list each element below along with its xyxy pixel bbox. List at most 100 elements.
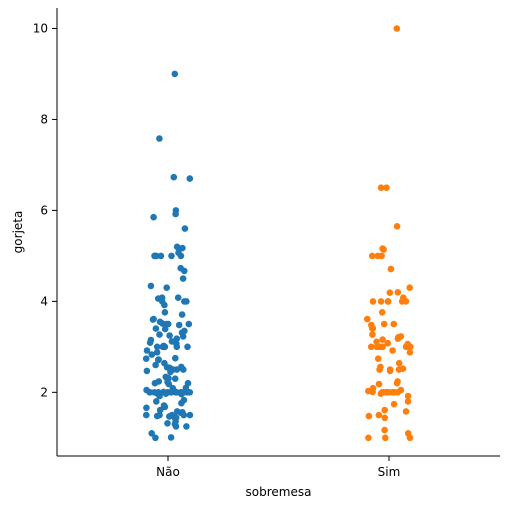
data-point <box>162 390 170 398</box>
data-point <box>147 282 155 290</box>
data-point <box>369 331 376 338</box>
data-point <box>393 25 401 32</box>
data-point <box>386 289 394 297</box>
data-point <box>146 339 154 347</box>
data-point <box>406 434 414 442</box>
data-point <box>180 411 188 419</box>
data-point <box>173 343 181 351</box>
data-point <box>382 389 390 396</box>
data-point <box>172 423 180 430</box>
data-point <box>143 347 151 354</box>
data-point <box>374 343 382 351</box>
data-point <box>407 343 414 351</box>
data-point <box>369 325 376 332</box>
data-point <box>172 354 179 362</box>
data-point <box>380 320 388 328</box>
data-point <box>156 392 163 400</box>
data-point <box>143 411 150 419</box>
data-point <box>365 434 372 442</box>
data-point <box>180 366 187 373</box>
data-point <box>179 333 187 340</box>
data-point <box>157 252 165 260</box>
data-point <box>146 389 154 396</box>
data-point <box>376 366 383 373</box>
data-point <box>384 339 392 347</box>
data-point <box>369 388 377 396</box>
data-point <box>172 210 179 218</box>
data-point <box>394 289 402 296</box>
data-point <box>153 398 160 405</box>
data-point <box>377 390 385 398</box>
data-point <box>378 309 386 316</box>
data-point <box>143 404 150 412</box>
x-axis-label: sobremesa <box>246 485 312 499</box>
data-point <box>185 320 193 328</box>
data-point <box>153 412 161 420</box>
data-point <box>181 298 188 305</box>
data-point <box>381 426 388 434</box>
data-point <box>377 298 385 305</box>
data-point <box>377 184 385 191</box>
data-point <box>387 265 395 273</box>
data-point <box>379 343 387 351</box>
data-point <box>404 398 412 405</box>
data-point <box>379 336 386 343</box>
points-layer <box>142 25 414 442</box>
data-point <box>395 359 403 367</box>
data-point <box>143 367 151 375</box>
data-point <box>364 315 371 323</box>
data-point <box>148 351 156 358</box>
data-point <box>152 361 159 369</box>
data-point <box>161 301 168 309</box>
data-point <box>381 406 389 414</box>
data-point <box>165 380 173 388</box>
data-point <box>156 331 163 338</box>
x-tick-label: Sim <box>378 465 401 479</box>
data-point <box>174 294 182 302</box>
data-point <box>383 184 390 191</box>
data-point <box>178 399 185 407</box>
data-point <box>368 252 376 260</box>
y-axis-label: gorjeta <box>11 211 25 254</box>
data-point <box>380 246 387 253</box>
data-point <box>177 252 185 260</box>
data-point <box>402 298 410 305</box>
data-point <box>156 135 163 142</box>
data-point <box>406 284 414 292</box>
data-point <box>166 413 173 420</box>
data-point <box>402 408 410 415</box>
data-point <box>167 389 175 396</box>
data-point <box>170 173 178 181</box>
data-point <box>161 309 169 316</box>
data-point <box>161 403 169 411</box>
data-point <box>186 175 194 182</box>
y-tick-label: 2 <box>40 385 48 399</box>
y-tick-label: 8 <box>40 112 48 126</box>
data-point <box>395 366 403 373</box>
data-point <box>168 252 175 260</box>
data-point <box>150 213 157 221</box>
data-point <box>393 223 401 230</box>
data-point <box>393 379 401 387</box>
data-point <box>163 284 170 292</box>
data-point <box>173 366 181 373</box>
data-point <box>151 252 159 260</box>
data-point <box>149 316 157 323</box>
data-point <box>179 244 186 252</box>
data-point <box>178 390 185 398</box>
data-point <box>167 368 174 376</box>
data-point <box>164 420 171 427</box>
data-point <box>406 349 414 356</box>
data-point <box>148 430 155 437</box>
x-ticks: Não Sim <box>156 456 400 479</box>
data-point <box>384 298 392 305</box>
data-point <box>178 311 186 318</box>
data-point <box>394 335 402 343</box>
data-point <box>166 332 173 339</box>
data-point <box>389 389 397 396</box>
data-point <box>173 243 181 251</box>
data-point <box>161 343 169 351</box>
data-point <box>390 320 398 328</box>
y-tick-label: 10 <box>33 21 48 35</box>
